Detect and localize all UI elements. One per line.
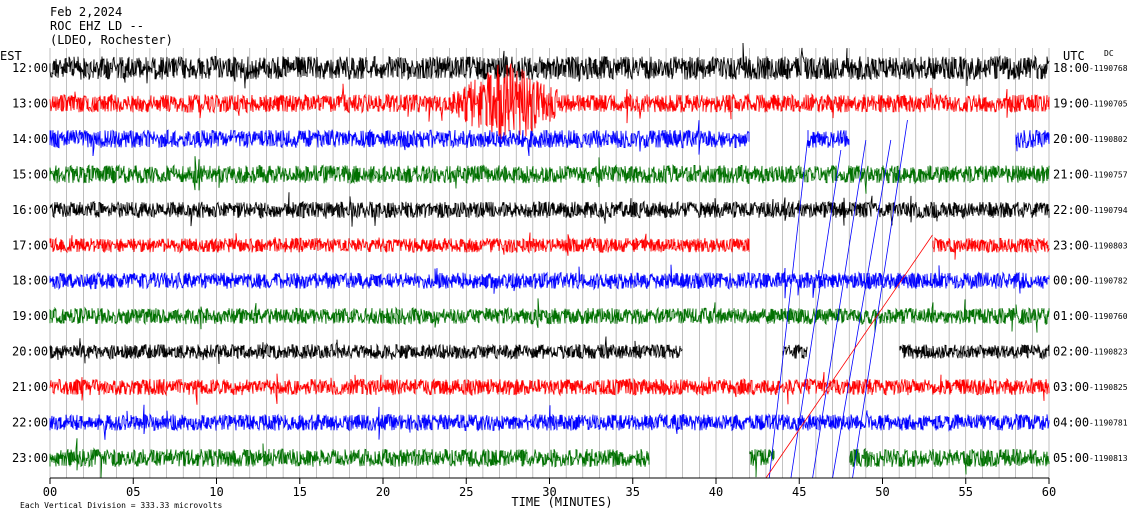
station-label: ROC EHZ LD -- (50, 19, 144, 33)
trace-row (49, 336, 1050, 365)
utc-time-label: 02:00 (1053, 345, 1089, 359)
utc-time-label: 00:00 (1053, 274, 1089, 288)
streak-line (790, 149, 842, 479)
dc-offset-label: -1190781 (1089, 419, 1128, 428)
utc-time-label: 03:00 (1053, 380, 1089, 394)
utc-time-label: 19:00 (1053, 96, 1089, 110)
dc-label: DC (1104, 49, 1114, 58)
x-tick-label: 60 (1042, 485, 1056, 499)
est-time-label: 21:00 (12, 380, 48, 394)
minute-gridlines (49, 48, 1050, 478)
utc-time-label: 18:00 (1053, 61, 1089, 75)
est-time-label: 16:00 (12, 203, 48, 217)
est-time-label: 18:00 (12, 274, 48, 288)
utc-time-label: 23:00 (1053, 238, 1089, 252)
vertical-division-note: Each Vertical Division = 333.33 microvol… (20, 501, 222, 510)
dc-offset-label: -1190803 (1089, 241, 1128, 250)
dc-offset-label: -1190757 (1089, 170, 1128, 179)
est-time-label: 14:00 (12, 132, 48, 146)
trace-row (49, 42, 1050, 89)
trace-row (49, 404, 1050, 440)
utc-time-label: 05:00 (1053, 451, 1089, 465)
utc-time-label: 20:00 (1053, 132, 1089, 146)
trace-row (49, 120, 1050, 157)
x-tick-label: 15 (293, 485, 307, 499)
x-axis-ticks: 00 05 10 15 20 25 30 35 40 45 50 55 60 (43, 478, 1056, 499)
dc-offset-label: -1190705 (1089, 99, 1128, 108)
x-tick-label: 00 (43, 485, 57, 499)
dc-offset-label: -1190825 (1089, 383, 1128, 392)
trace-row (49, 264, 1050, 299)
dc-offset-label: -1190782 (1089, 277, 1128, 286)
x-tick-label: 40 (709, 485, 723, 499)
x-tick-label: 45 (792, 485, 806, 499)
date-label: Feb 2,2024 (50, 5, 123, 19)
streak-line (852, 119, 908, 479)
seismic-traces (49, 42, 1050, 478)
trace-row (49, 232, 1050, 260)
x-tick-label: 05 (126, 485, 140, 499)
trace-row (49, 156, 1050, 194)
x-tick-label: 30 (542, 485, 556, 499)
dc-offset-label: -1190813 (1089, 454, 1128, 463)
est-time-label: 23:00 (12, 451, 48, 465)
trace-row (49, 192, 1050, 227)
x-tick-label: 20 (376, 485, 390, 499)
est-time-label: 19:00 (12, 309, 48, 323)
dc-offset-label: -1190823 (1089, 348, 1128, 357)
utc-time-label: 21:00 (1053, 167, 1089, 181)
dc-offset-label: -1190768 (1089, 64, 1128, 73)
x-tick-label: 50 (875, 485, 889, 499)
est-time-label: 17:00 (12, 238, 48, 252)
left-zone-label: EST (0, 49, 22, 63)
utc-time-label: 22:00 (1053, 203, 1089, 217)
est-time-label: 15:00 (12, 167, 48, 181)
gap-fill-streaks (765, 119, 933, 479)
trace-row (49, 372, 1050, 405)
network-label: (LDEO, Rochester) (50, 33, 173, 47)
est-time-label: 22:00 (12, 416, 48, 430)
x-tick-label: 25 (459, 485, 473, 499)
dc-offset-label: -1190802 (1089, 135, 1128, 144)
utc-time-label: 04:00 (1053, 416, 1089, 430)
x-tick-label: 35 (626, 485, 640, 499)
streak-line (832, 139, 892, 479)
trace-row (49, 298, 1050, 333)
right-zone-label: UTC (1063, 49, 1085, 63)
utc-time-label: 01:00 (1053, 309, 1089, 323)
dc-offset-label: -1190760 (1089, 312, 1128, 321)
trace-row (49, 438, 1050, 478)
streak-line (768, 139, 808, 479)
est-time-label: 20:00 (12, 345, 48, 359)
streak-line (812, 139, 867, 479)
x-tick-label: 10 (209, 485, 223, 499)
x-tick-label: 55 (959, 485, 973, 499)
est-time-label: 12:00 (12, 61, 48, 75)
streak-line (765, 234, 933, 479)
x-axis-title: TIME (MINUTES) (511, 495, 612, 509)
trace-row (49, 63, 1050, 141)
est-time-label: 13:00 (12, 96, 48, 110)
dc-offset-label: -1190794 (1089, 206, 1128, 215)
